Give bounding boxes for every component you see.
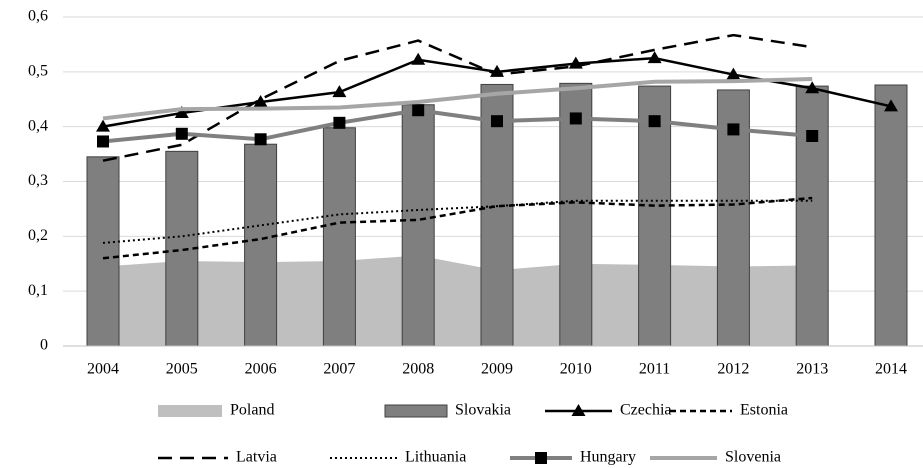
bar (480, 83, 514, 347)
y-tick-label: 0,3 (28, 172, 48, 189)
x-tick-label: 2014 (875, 361, 907, 378)
marker (569, 112, 582, 125)
line (102, 196, 813, 260)
x-tick-label: 2009 (481, 361, 513, 378)
legend-label: Poland (230, 402, 274, 419)
marker (805, 81, 820, 94)
marker (254, 133, 267, 146)
area (103, 255, 813, 346)
legend-label: Slovakia (455, 402, 511, 419)
bar (795, 85, 829, 347)
line (102, 33, 813, 162)
line (102, 199, 813, 244)
y-tick-label: 0 (40, 337, 48, 354)
marker (174, 105, 189, 118)
x-tick-label: 2010 (560, 361, 592, 378)
x-tick-label: 2006 (245, 361, 277, 378)
legend-label: Estonia (740, 402, 788, 419)
marker (333, 116, 346, 129)
x-tick-label: 2012 (717, 361, 749, 378)
bar (638, 85, 672, 347)
marker (412, 104, 425, 117)
legend-label: Lithuania (405, 449, 466, 466)
y-tick-label: 0,1 (28, 282, 48, 299)
bar (401, 104, 435, 347)
x-tick-label: 2007 (323, 361, 355, 378)
x-tick-label: 2008 (402, 361, 434, 378)
legend-swatch (158, 405, 222, 417)
marker (726, 67, 741, 80)
y-tick-label: 0,5 (28, 63, 48, 80)
x-tick-label: 2013 (796, 361, 828, 378)
legend-marker (535, 452, 547, 464)
legend-label: Latvia (236, 449, 277, 466)
x-tick-label: 2005 (166, 361, 198, 378)
marker (648, 115, 661, 128)
marker (411, 52, 426, 65)
marker (332, 85, 347, 98)
legend-label: Slovenia (725, 449, 781, 466)
x-tick-label: 2004 (87, 361, 119, 378)
x-tick-label: 2011 (639, 361, 670, 378)
marker (491, 115, 503, 128)
legend-label: Hungary (580, 449, 636, 466)
marker (175, 127, 188, 140)
marker (647, 51, 662, 64)
marker (884, 99, 898, 112)
marker (806, 129, 819, 142)
legend-marker (571, 404, 586, 416)
bar (86, 156, 120, 347)
y-tick-label: 0,4 (28, 117, 48, 134)
bar (874, 84, 908, 347)
legend-swatch (384, 404, 448, 418)
marker (96, 119, 110, 132)
bar (244, 143, 278, 347)
line (102, 76, 813, 121)
legend-label: Czechia (620, 402, 672, 419)
bar (559, 82, 593, 347)
y-tick-label: 0,2 (28, 227, 48, 244)
bar (322, 127, 356, 347)
marker (253, 94, 268, 107)
y-tick-label: 0,6 (28, 8, 48, 25)
line (102, 108, 813, 144)
marker (97, 135, 109, 148)
marker (727, 123, 740, 136)
